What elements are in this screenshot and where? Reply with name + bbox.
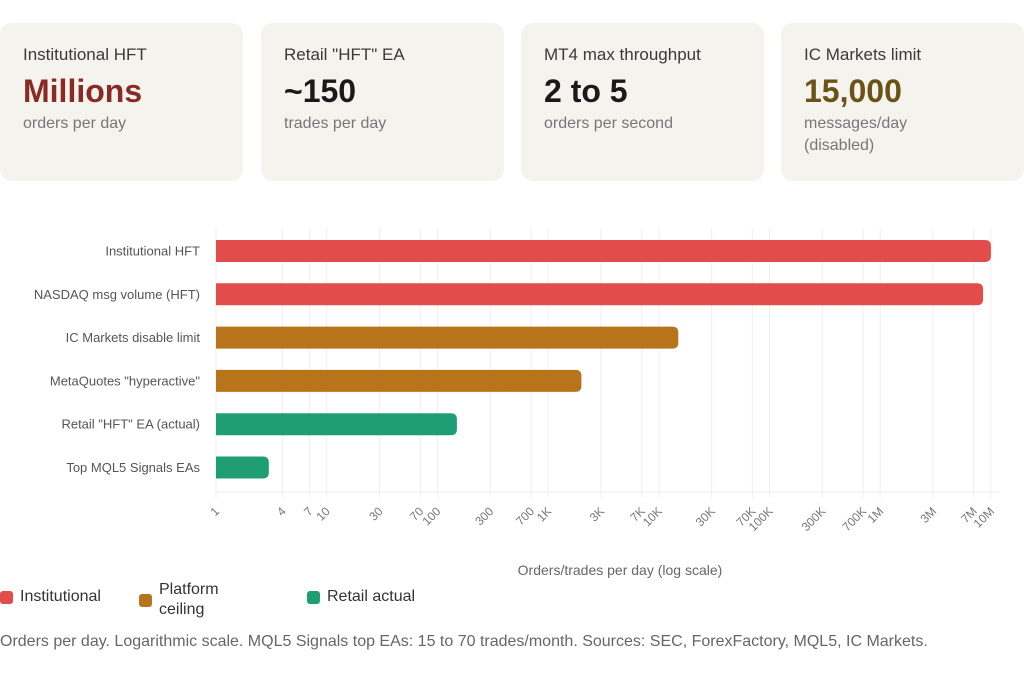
legend-label: Retail actual [327,588,416,605]
chart-caption: Orders per day. Logarithmic scale. MQL5 … [0,633,928,650]
x-tick-label: 3K [587,504,607,524]
x-tick-label: 300K [799,504,829,534]
legend-item-platform-ceiling: Platform ceiling [139,580,249,620]
bar [216,283,984,306]
stat-value: ~150 [284,73,357,109]
stat-sub: trades per day [284,115,387,132]
stat-label: Institutional HFT [23,45,147,64]
legend: Institutional Platform ceiling Retail ac… [0,581,1024,628]
stat-value: 2 to 5 [544,73,628,109]
stat-sub: orders per second [544,115,673,132]
stat-card-ic-markets-limit: IC Markets limit 15,000 messages/day (di… [781,23,1024,181]
x-tick-label: 3M [917,504,939,526]
stat-sub: messages/day (disabled) [804,115,908,154]
stat-card-retail-ea: Retail "HFT" EA ~150 trades per day [261,23,504,181]
category-labels: Institutional HFT NASDAQ msg volume (HFT)… [34,244,201,476]
bar [216,326,679,349]
stat-value: Millions [23,73,143,109]
x-tick-label: 100 [419,504,443,528]
category-label: MetaQuotes "hyperactive" [50,373,201,388]
bar [216,240,991,262]
stat-sub: orders per day [23,115,127,132]
x-tick-label: 10K [640,504,665,529]
legend-swatch [0,590,13,604]
x-tick-label: 30 [366,504,386,524]
x-tick-label: 7 [301,504,316,519]
x-tick-label: 300 [472,504,496,528]
legend-label: Platform ceiling [159,581,219,618]
category-label: NASDAQ msg volume (HFT) [34,287,200,302]
bar [216,456,269,479]
stat-label: MT4 max throughput [544,45,701,64]
stat-cards: Institutional HFT Millions orders per da… [0,23,1024,181]
x-tick-label: 700 [513,504,537,528]
x-tick-label: 1 [207,504,222,519]
x-axis-label: Orders/trades per day (log scale) [518,562,723,578]
bars [216,240,991,479]
category-label: IC Markets disable limit [66,330,201,345]
x-tick-label: 700K [839,504,869,534]
stat-label: Retail "HFT" EA [284,45,405,64]
legend-item-institutional: Institutional [0,588,101,606]
bar [216,369,582,392]
x-tick-label: 1M [865,504,887,526]
bar-chart: Institutional HFT NASDAQ msg volume (HFT)… [34,228,1000,578]
x-tick-label: 10M [971,504,997,530]
stat-value: 15,000 [804,73,902,109]
legend-item-retail-actual: Retail actual [307,588,415,606]
x-tick-label: 10 [313,504,333,524]
stat-label: IC Markets limit [804,45,922,64]
x-tick-label: 4 [274,504,289,519]
grid-lines [215,228,1000,498]
x-tick-label: 30K [693,504,718,529]
stat-card-institutional-hft: Institutional HFT Millions orders per da… [0,23,243,181]
legend-label: Institutional [20,588,101,605]
bar [216,413,457,436]
x-tick-label: 1K [534,504,554,524]
legend-swatch [307,590,320,604]
category-label: Retail "HFT" EA (actual) [61,417,200,432]
legend-swatch [139,593,152,607]
category-label: Top MQL5 Signals EAs [66,460,200,475]
category-label: Institutional HFT [105,244,200,259]
stat-card-mt4-throughput: MT4 max throughput 2 to 5 orders per sec… [521,23,764,181]
